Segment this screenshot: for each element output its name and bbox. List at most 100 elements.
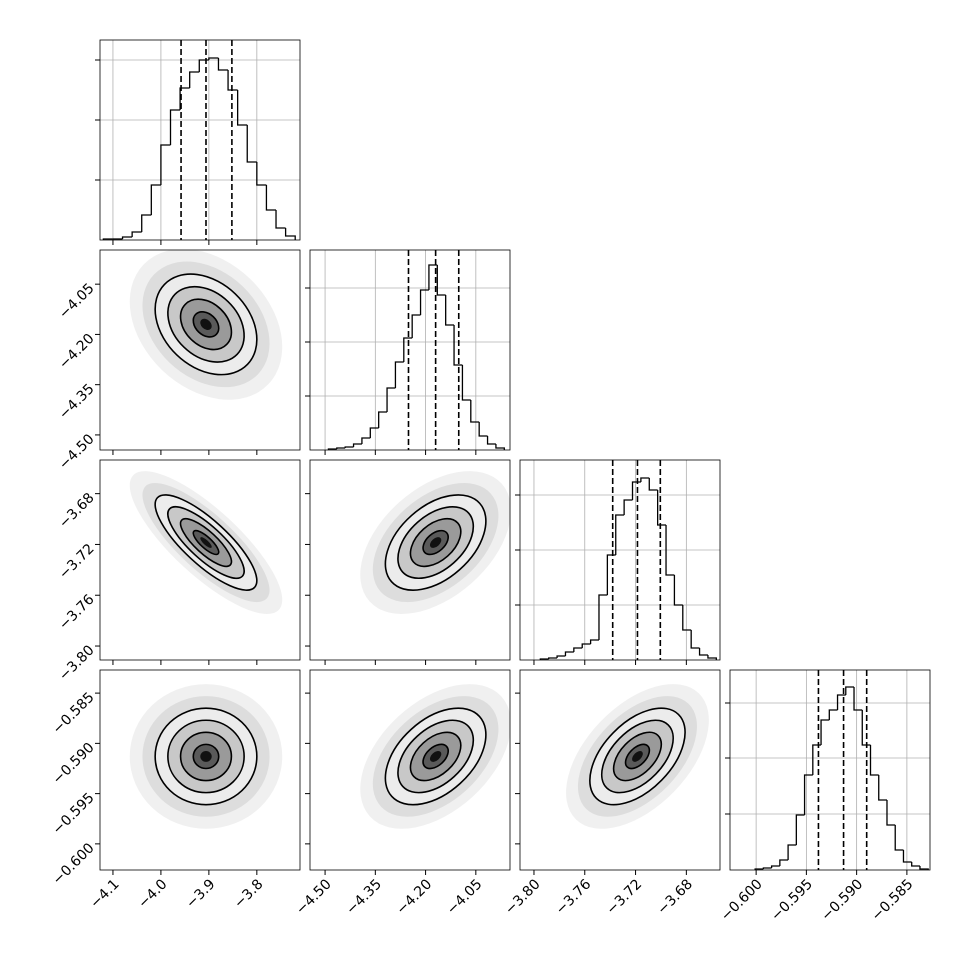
density-panel (129, 471, 283, 614)
histogram-step (208, 57, 219, 60)
histogram-step (169, 109, 181, 145)
histogram-step (436, 265, 446, 296)
density-peak (200, 318, 212, 331)
density-panel (360, 684, 510, 829)
histogram-step (820, 719, 830, 745)
panel-frame (99, 39, 301, 241)
histogram-step (160, 144, 171, 185)
panel-frame (99, 459, 301, 661)
contour (167, 719, 245, 794)
histogram-step (352, 443, 362, 447)
histogram-step (787, 844, 797, 860)
histogram-step (121, 236, 133, 239)
x-tick-label: −0.590 (818, 876, 866, 924)
histogram-step (812, 744, 822, 775)
histogram-step (648, 478, 658, 491)
contour (600, 719, 674, 794)
density-panel (566, 684, 709, 829)
contour (589, 707, 686, 806)
histogram-step (284, 228, 296, 240)
histogram-step (131, 231, 142, 237)
x-tick-label: −3.76 (553, 876, 595, 918)
contour (167, 285, 245, 363)
x-tick-label: −3.72 (604, 876, 646, 918)
density-panel (129, 684, 283, 829)
panel-frame (309, 669, 511, 871)
histogram-step (411, 314, 421, 338)
histogram-step (682, 605, 692, 631)
histogram-step (265, 185, 277, 211)
contour (154, 707, 258, 806)
histogram-step (227, 70, 238, 91)
density-peak (200, 751, 212, 762)
x-tick-label: −3.68 (654, 876, 696, 918)
histogram-step (795, 814, 805, 845)
contour (179, 731, 233, 782)
contour (612, 731, 663, 782)
histogram-step (470, 400, 480, 423)
x-tick-label: −0.595 (768, 876, 816, 924)
histogram-step (919, 866, 929, 870)
histogram-step (217, 58, 229, 71)
contour (154, 494, 258, 591)
histogram-step (878, 775, 887, 801)
histogram-step (861, 710, 871, 746)
histogram-step (894, 825, 904, 851)
panel-frame (309, 459, 511, 661)
histogram-step (336, 447, 346, 449)
histogram-step (237, 90, 248, 126)
histogram-step (198, 59, 209, 72)
y-tick-label: −4.20 (56, 331, 98, 373)
histogram-step (256, 162, 267, 186)
contour (154, 273, 258, 376)
histogram-step (150, 184, 161, 215)
contour (167, 506, 245, 580)
histogram-step (564, 651, 574, 656)
histogram-step (589, 639, 599, 644)
contour (192, 311, 220, 338)
panel-frame (99, 669, 301, 871)
histogram-step (378, 411, 388, 428)
histogram-step (770, 865, 780, 868)
histogram-panel (100, 40, 300, 240)
y-tick-label: −0.600 (50, 840, 98, 888)
histogram-step (845, 686, 855, 695)
histogram-panel (730, 670, 930, 870)
panel-frame (99, 249, 301, 451)
histogram-step (886, 800, 896, 826)
histogram-step (707, 655, 717, 660)
y-tick-label: −4.50 (56, 431, 98, 473)
x-tick-label: −4.35 (343, 876, 385, 918)
x-tick-label: −3.8 (231, 876, 266, 911)
density-peak (429, 751, 442, 762)
histogram-step (445, 295, 455, 326)
x-tick-label: −0.600 (718, 876, 766, 924)
histogram-step (386, 387, 396, 412)
density-peak (200, 537, 212, 548)
contour (624, 743, 651, 770)
x-tick-label: −4.50 (293, 876, 335, 918)
histogram-step (836, 694, 846, 710)
y-tick-label: −3.80 (56, 642, 98, 684)
contour (422, 743, 449, 770)
panel-frame (519, 669, 721, 871)
y-tick-label: −0.590 (50, 740, 98, 788)
contour (179, 517, 233, 568)
x-tick-label: −0.585 (869, 876, 917, 924)
y-tick-label: −4.05 (56, 281, 98, 323)
histogram-step (828, 709, 838, 720)
histogram-step (394, 361, 404, 388)
histogram-step (803, 774, 813, 815)
x-tick-label: −4.05 (444, 876, 486, 918)
histogram-panel (310, 250, 510, 450)
histogram-step (461, 365, 471, 401)
y-tick-label: −4.35 (56, 381, 98, 423)
contour (192, 743, 220, 770)
histogram-step (581, 643, 591, 648)
y-tick-label: −0.585 (50, 689, 98, 737)
histogram-step (762, 867, 772, 869)
histogram-step (246, 125, 257, 163)
histogram-panel (520, 460, 720, 660)
x-tick-label: −4.0 (135, 876, 170, 911)
contour (384, 494, 487, 591)
